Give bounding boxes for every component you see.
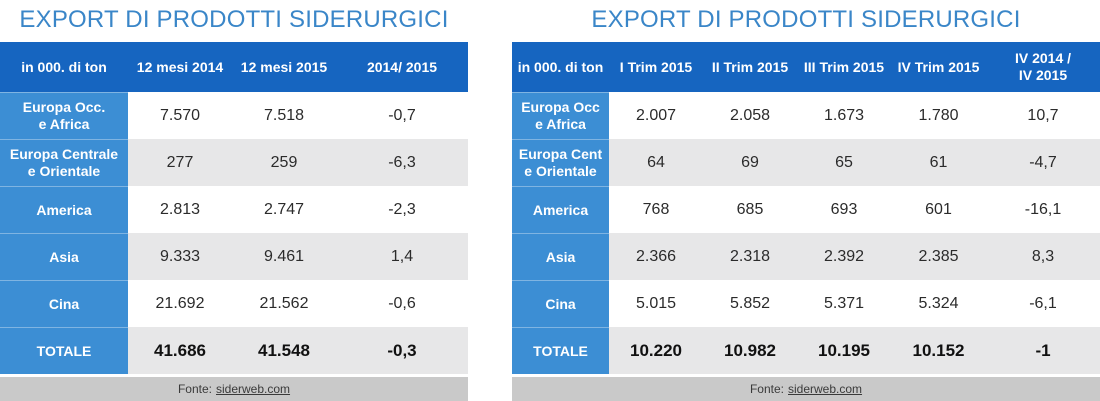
right-header-q3: III Trim 2015: [797, 42, 891, 92]
right-cell: 10,7: [986, 92, 1100, 139]
left-total-label: TOTALE: [0, 327, 128, 374]
right-cell: 5.852: [703, 280, 797, 327]
right-row-label: Cina: [512, 280, 609, 327]
right-table-title: EXPORT DI PRODOTTI SIDERURGICI: [591, 6, 1021, 33]
right-cell: 2.058: [703, 92, 797, 139]
right-table-panel: EXPORT DI PRODOTTI SIDERURGICI in 000. d…: [512, 0, 1100, 401]
right-footer-prefix: Fonte:: [749, 382, 784, 396]
left-cell: 9.461: [232, 233, 336, 280]
left-row-label: Europa Centrale e Orientale: [0, 139, 128, 186]
right-total-label: TOTALE: [512, 327, 609, 374]
right-header-q2: II Trim 2015: [703, 42, 797, 92]
right-cell: 64: [609, 139, 703, 186]
left-total-cell: 41.686: [128, 327, 232, 374]
right-cell: 693: [797, 186, 891, 233]
right-cell: 1.673: [797, 92, 891, 139]
right-cell: -16,1: [986, 186, 1100, 233]
right-cell: 768: [609, 186, 703, 233]
right-cell: 5.371: [797, 280, 891, 327]
left-header-unit: in 000. di ton: [0, 42, 128, 92]
left-header-2015: 12 mesi 2015: [232, 42, 336, 92]
right-cell: 601: [891, 186, 986, 233]
left-source-footer: Fonte: siderweb.com: [0, 377, 468, 401]
left-row-label: Asia: [0, 233, 128, 280]
left-header-change: 2014/ 2015: [336, 42, 468, 92]
left-row-label: Europa Occ. e Africa: [0, 92, 128, 139]
left-cell: -2,3: [336, 186, 468, 233]
right-cell: 2.385: [891, 233, 986, 280]
right-footer-source-link[interactable]: siderweb.com: [788, 382, 863, 396]
right-header-q4: IV Trim 2015: [891, 42, 986, 92]
right-total-cell: 10.982: [703, 327, 797, 374]
right-cell: 1.780: [891, 92, 986, 139]
right-row-label: Europa Occ e Africa: [512, 92, 609, 139]
right-cell: 2.392: [797, 233, 891, 280]
left-cell: 2.747: [232, 186, 336, 233]
left-row-label: Cina: [0, 280, 128, 327]
left-cell: 2.813: [128, 186, 232, 233]
right-table: in 000. di ton I Trim 2015 II Trim 2015 …: [512, 42, 1100, 374]
right-cell: -6,1: [986, 280, 1100, 327]
left-header-2014: 12 mesi 2014: [128, 42, 232, 92]
left-cell: -0,6: [336, 280, 468, 327]
left-cell: -6,3: [336, 139, 468, 186]
right-row-label: Europa Cent e Orientale: [512, 139, 609, 186]
left-footer-source-link[interactable]: siderweb.com: [216, 382, 291, 396]
right-row-label: America: [512, 186, 609, 233]
right-total-cell: 10.220: [609, 327, 703, 374]
left-total-cell: -0,3: [336, 327, 468, 374]
right-header-unit: in 000. di ton: [512, 42, 609, 92]
left-cell: 7.570: [128, 92, 232, 139]
right-cell: 65: [797, 139, 891, 186]
right-header-q1: I Trim 2015: [609, 42, 703, 92]
right-cell: -4,7: [986, 139, 1100, 186]
left-cell: 259: [232, 139, 336, 186]
right-cell: 2.366: [609, 233, 703, 280]
left-cell: 9.333: [128, 233, 232, 280]
right-total-cell: 10.152: [891, 327, 986, 374]
right-cell: 61: [891, 139, 986, 186]
left-cell: 21.692: [128, 280, 232, 327]
left-cell: 21.562: [232, 280, 336, 327]
right-row-label: Asia: [512, 233, 609, 280]
right-cell: 5.324: [891, 280, 986, 327]
right-total-cell: 10.195: [797, 327, 891, 374]
right-header-change: IV 2014 / IV 2015: [986, 42, 1100, 92]
right-cell: 5.015: [609, 280, 703, 327]
left-cell: 1,4: [336, 233, 468, 280]
right-total-cell: -1: [986, 327, 1100, 374]
right-cell: 69: [703, 139, 797, 186]
left-cell: 7.518: [232, 92, 336, 139]
right-source-footer: Fonte: siderweb.com: [512, 377, 1100, 401]
right-cell: 685: [703, 186, 797, 233]
left-table: in 000. di ton 12 mesi 2014 12 mesi 2015…: [0, 42, 468, 374]
left-table-title: EXPORT DI PRODOTTI SIDERURGICI: [19, 6, 449, 33]
left-total-cell: 41.548: [232, 327, 336, 374]
right-cell: 2.007: [609, 92, 703, 139]
left-table-panel: EXPORT DI PRODOTTI SIDERURGICI in 000. d…: [0, 0, 468, 401]
left-cell: 277: [128, 139, 232, 186]
left-row-label: America: [0, 186, 128, 233]
right-cell: 8,3: [986, 233, 1100, 280]
left-footer-prefix: Fonte:: [177, 382, 212, 396]
left-cell: -0,7: [336, 92, 468, 139]
right-cell: 2.318: [703, 233, 797, 280]
